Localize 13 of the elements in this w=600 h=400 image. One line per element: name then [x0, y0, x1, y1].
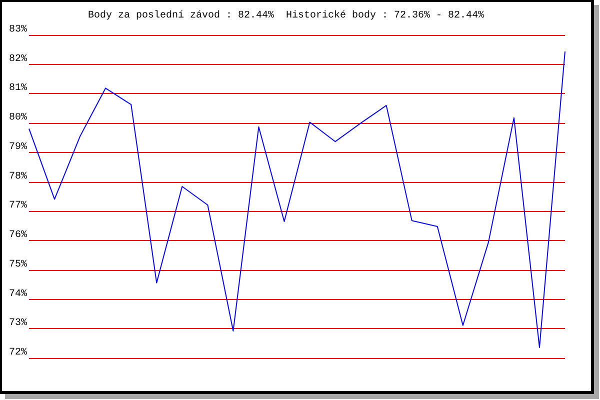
y-tick-label: 80%	[8, 112, 27, 124]
y-tick-label: 81%	[8, 83, 27, 94]
y-tick-label: 83%	[8, 24, 27, 36]
y-tick-label: 79%	[8, 142, 27, 153]
chart-title: Body za poslední závod : 82.44% Historické body : 72.36% - 82.44%	[88, 10, 484, 22]
y-tick-label: 75%	[8, 259, 27, 270]
y-tick-label: 72%	[8, 348, 27, 358]
y-tick-label: 74%	[8, 288, 27, 300]
y-tick-label: 78%	[8, 171, 27, 182]
y-tick-label: 73%	[8, 318, 27, 330]
y-tick-label: 82%	[8, 54, 27, 65]
y-tick-label: 76%	[8, 230, 27, 242]
y-tick-label: 77%	[8, 200, 27, 212]
